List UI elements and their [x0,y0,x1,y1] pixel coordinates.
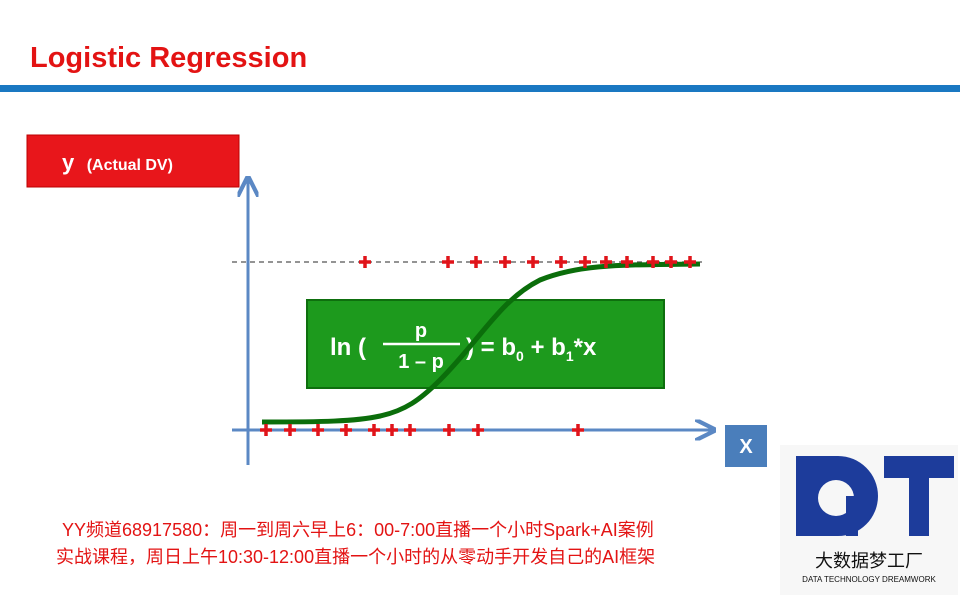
logo-d-stem [846,496,858,536]
plus-marker [368,424,380,436]
formula-denominator: 1 – p [398,351,444,373]
y-label-letter: y [62,150,75,175]
plus-marker [404,424,416,436]
y-label-note: (Actual DV) [87,157,173,174]
title-rule [0,85,960,92]
plus-marker [555,256,567,268]
footer-line: 实战课程，周日上午10:30-12:00直播一个小时的从零动手开发自己的AI框架 [56,547,655,567]
formula-ln: ln ( [330,334,366,361]
formula-sub1: 1 [566,348,574,364]
formula-rhs: ) = b0 + b1*x [466,334,597,364]
plus-marker [443,424,455,436]
plus-marker [359,256,371,268]
plus-marker [284,424,296,436]
plus-marker [684,256,696,268]
plus-marker [472,424,484,436]
plus-marker [647,256,659,268]
plus-marker [499,256,511,268]
formula-numerator: p [415,320,427,342]
y-label: y (Actual DV) [62,150,173,175]
x-label: X [739,436,753,458]
logo-t [884,456,954,536]
plus-marker [579,256,591,268]
plus-marker [442,256,454,268]
x-label-box [725,425,767,467]
plus-marker [572,424,584,436]
plus-marker [600,256,612,268]
formula-sub0: 0 [516,348,524,364]
plus-marker [260,424,272,436]
plus-marker [386,424,398,436]
formula: ln ( p 1 – p ) = b0 + b1*x [330,320,597,373]
formula-x: *x [574,334,597,361]
sigmoid-curve [261,261,701,425]
plus-marker [527,256,539,268]
formula-b1: + b [524,334,566,361]
plus-marker [470,256,482,268]
plus-marker [312,424,324,436]
logo-name: 大数据梦工厂 [815,551,923,571]
plus-marker [665,256,677,268]
logo-d-hole [818,480,854,516]
plus-marker [621,256,633,268]
formula-box [306,299,665,389]
formula-b0: ) = b [466,334,516,361]
logo-tagline: DATA TECHNOLOGY DREAMWORK [802,575,936,584]
y-label-box [26,134,240,188]
footer-line: YY频道68917580：周一到周六早上6：00-7:00直播一个小时Spark… [62,520,654,540]
plus-marker [340,424,352,436]
data-points [260,256,696,436]
slide-title: Logistic Regression [30,42,307,74]
